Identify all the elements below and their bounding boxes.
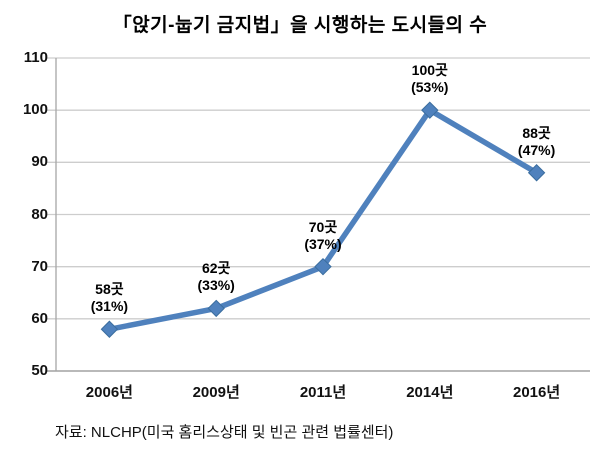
data-point-label: 100곳 (53%) <box>375 62 485 96</box>
data-point-label: 58곳 (31%) <box>54 281 164 315</box>
source-note: 자료: NLCHP(미국 홈리스상태 및 빈곤 관련 법률센터) <box>55 424 394 441</box>
data-label-percent: (53%) <box>411 79 449 96</box>
data-label-percent: (33%) <box>197 277 235 294</box>
data-point-marker <box>314 257 332 276</box>
chart-title: 「앉기-눕기 금지법」을 시행하는 도시들의 수 <box>112 15 488 36</box>
y-tick-label: 50 <box>31 362 48 379</box>
x-axis-label: 2014년 <box>406 384 454 401</box>
x-axis-label: 2006년 <box>85 384 133 401</box>
data-point-marker <box>207 299 225 318</box>
y-tick-label: 60 <box>31 309 48 327</box>
data-point-label: 62곳 (33%) <box>161 260 271 294</box>
data-label-percent: (31%) <box>90 298 129 315</box>
y-tick-label: 110 <box>23 49 48 66</box>
data-point-marker <box>421 101 439 119</box>
data-label-count: 70곳 <box>308 218 338 235</box>
data-point-label: 70곳 (37%) <box>268 219 378 253</box>
data-point-label: 88곳 (47%) <box>482 125 592 159</box>
y-tick-label: 90 <box>31 153 48 171</box>
data-label-count: 62곳 <box>201 260 231 277</box>
y-tick-label: 100 <box>22 101 48 119</box>
y-tick-label: 70 <box>31 257 48 275</box>
data-point-marker <box>527 164 546 182</box>
x-axis-label: 2016년 <box>513 384 561 401</box>
data-label-percent: (37%) <box>304 235 342 252</box>
data-label-count: 100곳 <box>411 62 448 79</box>
x-axis-label: 2011년 <box>299 384 347 401</box>
data-label-count: 88곳 <box>522 124 551 141</box>
y-tick-label: 80 <box>31 205 48 223</box>
data-label-percent: (47%) <box>517 141 556 158</box>
data-point-marker <box>100 320 119 338</box>
data-label-count: 58곳 <box>95 281 124 298</box>
x-axis-label: 2009년 <box>192 384 240 401</box>
